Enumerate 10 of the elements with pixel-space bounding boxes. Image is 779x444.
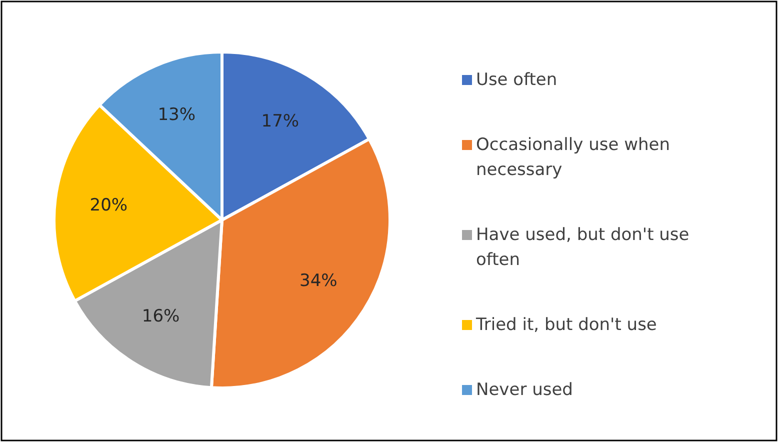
data-label: 13% [158,105,196,126]
legend-label: Have used, but don't use often [476,225,690,270]
data-label: 34% [300,271,338,292]
data-label: 17% [261,112,300,132]
data-label: 20% [90,196,128,216]
data-label: 16% [142,306,180,326]
legend-label: Never used [476,380,573,400]
legend-label: Occasionally use when necessary [476,135,670,180]
legend-label: Tried it, but don't use [475,315,657,335]
legend-label: Use often [476,70,558,90]
